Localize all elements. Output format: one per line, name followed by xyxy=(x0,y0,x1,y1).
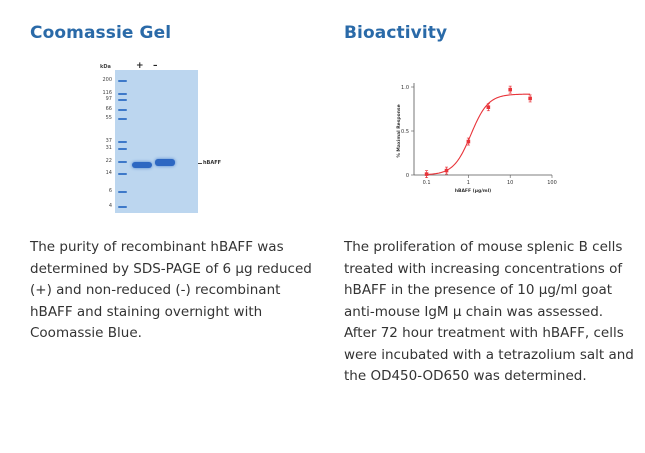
coomassie-gel-section: Coomassie Gel kDa + – 200 116 97 66 55 3… xyxy=(30,0,330,453)
ladder-band xyxy=(118,93,127,95)
marker-label: 97 xyxy=(105,96,112,102)
ladder-band xyxy=(118,80,127,82)
ladder-band xyxy=(118,161,127,163)
ladder-band xyxy=(118,99,127,101)
y-tick-label: 0 xyxy=(406,173,409,179)
ladder-band xyxy=(118,148,127,150)
marker-label: 200 xyxy=(102,77,112,83)
marker-label: 22 xyxy=(105,158,112,164)
data-point xyxy=(466,139,471,144)
section-title: Coomassie Gel xyxy=(30,23,172,43)
gel-description: The purity of recombinant hBAFF was dete… xyxy=(30,239,312,341)
marker-label: 37 xyxy=(105,138,112,144)
band-label: hBAFF xyxy=(203,160,222,166)
chart-svg: 0.1 1 10 100 0 0.5 1.0 hBAFF (µg/ml) % Maximal R… xyxy=(396,83,557,194)
x-tick-label: 1 xyxy=(467,180,470,186)
y-axis-label: % Maximal Response xyxy=(396,104,402,157)
x-axis-label: hBAFF (µg/ml) xyxy=(455,188,491,194)
ladder-band xyxy=(118,141,127,143)
ladder-band xyxy=(118,191,127,193)
sample-band-reduced xyxy=(132,162,152,168)
band-pointer xyxy=(198,163,202,164)
x-tick-label: 10 xyxy=(507,180,513,186)
ladder-band xyxy=(118,173,127,175)
marker-label: 116 xyxy=(102,90,112,96)
bioactivity-description: The proliferation of mouse splenic B cel… xyxy=(344,239,634,384)
marker-label: 14 xyxy=(105,170,112,176)
marker-label: 66 xyxy=(105,106,112,112)
marker-label: 55 xyxy=(105,115,112,121)
lane-label-reduced: + xyxy=(136,61,144,71)
ladder-band xyxy=(118,118,127,120)
fit-curve xyxy=(426,93,531,176)
data-point xyxy=(508,87,512,92)
gel-lanes xyxy=(115,70,198,213)
marker-label: 31 xyxy=(105,145,112,151)
gel-image: kDa + – 200 116 97 66 55 37 31 22 14 6 4 xyxy=(100,62,250,214)
y-tick-label: 0.5 xyxy=(401,129,409,135)
kda-label: kDa xyxy=(100,64,111,70)
bioactivity-section: Bioactivity 0.1 1 10 100 0 0.5 1.0 hBAFF (µg/ml… xyxy=(344,0,644,453)
data-point xyxy=(424,172,429,176)
lane-label-nonreduced: – xyxy=(153,61,158,71)
y-tick-label: 1.0 xyxy=(401,85,409,91)
x-tick-label: 100 xyxy=(547,180,557,186)
marker-label: 4 xyxy=(108,203,112,209)
data-point xyxy=(444,168,449,173)
sample-band-nonreduced xyxy=(155,159,175,166)
bioactivity-chart: 0.1 1 10 100 0 0.5 1.0 hBAFF (µg/ml) % Maximal R… xyxy=(366,75,576,205)
x-tick-label: 0.1 xyxy=(423,180,431,186)
data-point xyxy=(528,96,532,101)
marker-label: 6 xyxy=(108,188,112,194)
section-title: Bioactivity xyxy=(344,23,448,43)
ladder-band xyxy=(118,206,127,208)
ladder-band xyxy=(118,109,127,111)
data-point xyxy=(486,105,491,110)
